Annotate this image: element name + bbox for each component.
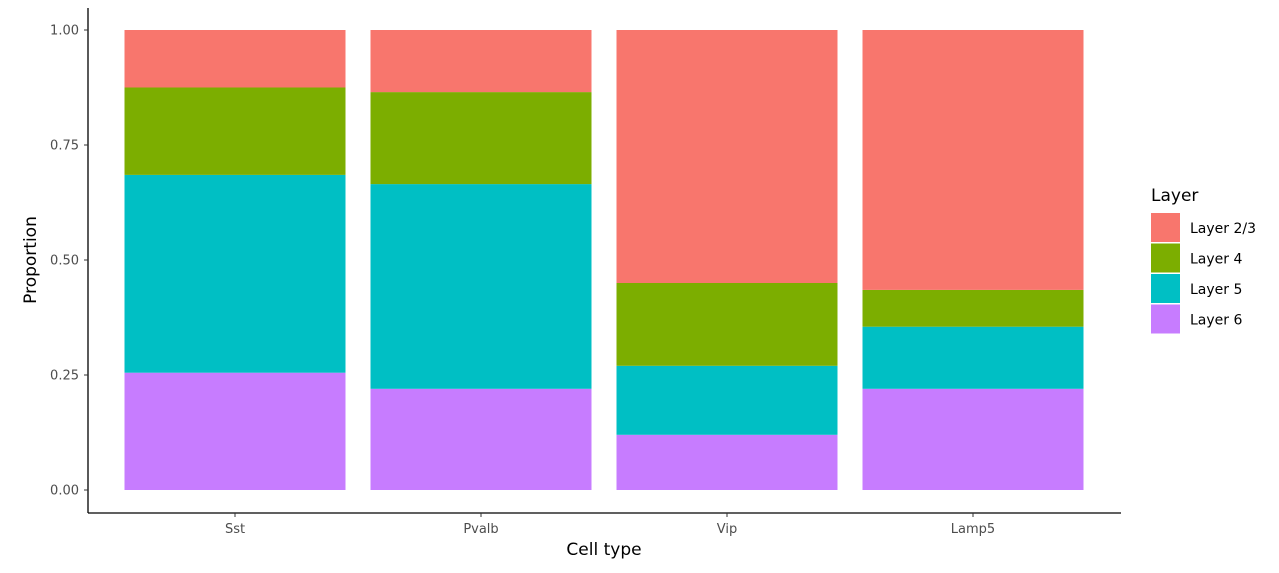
y-tick-label: 0.25 [50, 369, 79, 384]
legend-label: Layer 4 [1190, 252, 1242, 268]
legend-label: Layer 2/3 [1190, 221, 1256, 237]
bar-segment-pvalb-layer-4 [370, 92, 592, 185]
bar-segment-pvalb-layer-5 [370, 184, 592, 389]
y-axis-title: Proportion [21, 216, 41, 304]
y-ticks-group: 0.00 0.25 0.50 0.75 1.00 [50, 24, 88, 499]
x-tick-label: Vip [717, 522, 737, 537]
bar-segment-vip-layer-6 [616, 434, 838, 490]
legend: Layer Layer 2/3 Layer 4 Layer 5 Layer 6 [1151, 186, 1256, 334]
bar-segment-vip-layer-2-3 [616, 30, 838, 283]
bar-segment-lamp5-layer-4 [862, 289, 1084, 327]
legend-swatch-layer-5 [1151, 274, 1180, 303]
bar-segment-pvalb-layer-2-3 [370, 30, 592, 93]
bar-segment-sst-layer-6 [124, 372, 346, 490]
bar-segment-sst-layer-2-3 [124, 30, 346, 88]
x-axis-title: Cell type [566, 540, 641, 560]
legend-label: Layer 6 [1190, 313, 1242, 329]
bar-segment-lamp5-layer-5 [862, 326, 1084, 389]
x-tick-label: Lamp5 [951, 522, 995, 537]
bar-segment-sst-layer-4 [124, 87, 346, 175]
bar-segment-vip-layer-4 [616, 283, 838, 366]
legend-title: Layer [1151, 186, 1198, 206]
x-ticks-group: Sst Pvalb Vip Lamp5 [225, 513, 995, 537]
bar-segment-vip-layer-5 [616, 365, 838, 435]
y-tick-label: 0.00 [50, 484, 79, 499]
bars-group [124, 30, 1084, 490]
bar-segment-lamp5-layer-2-3 [862, 30, 1084, 290]
y-tick-label: 0.75 [50, 139, 79, 154]
x-tick-label: Sst [225, 522, 245, 537]
y-tick-label: 1.00 [50, 24, 79, 39]
legend-label: Layer 5 [1190, 282, 1242, 298]
legend-swatch-layer-6 [1151, 304, 1180, 334]
bar-segment-lamp5-layer-6 [862, 388, 1084, 490]
bar-segment-pvalb-layer-6 [370, 388, 592, 490]
legend-swatch-layer-2-3 [1151, 213, 1180, 242]
x-tick-label: Pvalb [463, 522, 498, 537]
legend-swatch-layer-4 [1151, 243, 1180, 273]
y-tick-label: 0.50 [50, 254, 79, 269]
bar-segment-sst-layer-5 [124, 174, 346, 373]
